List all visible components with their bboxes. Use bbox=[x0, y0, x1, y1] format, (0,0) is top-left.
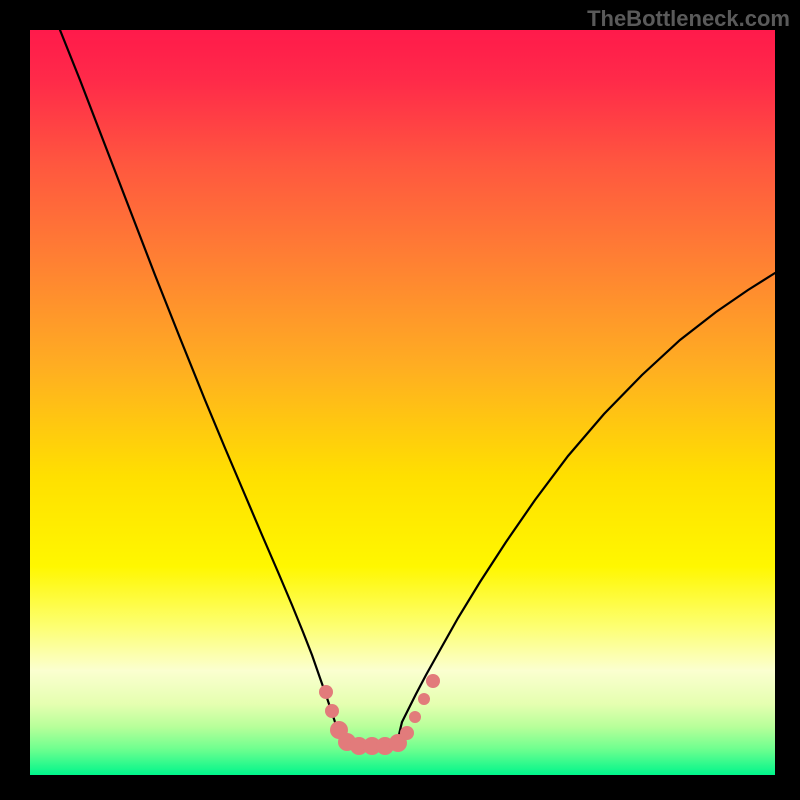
chart-container: TheBottleneck.com bbox=[0, 0, 800, 800]
watermark-text: TheBottleneck.com bbox=[587, 6, 790, 32]
data-marker bbox=[330, 721, 348, 739]
plot-background bbox=[30, 30, 775, 775]
bottleneck-chart bbox=[0, 0, 800, 800]
data-marker bbox=[325, 704, 339, 718]
marker-layer bbox=[319, 674, 440, 755]
curve-layer bbox=[60, 30, 775, 746]
data-marker bbox=[350, 737, 368, 755]
data-marker bbox=[376, 737, 394, 755]
data-marker bbox=[363, 737, 381, 755]
curve-left bbox=[60, 30, 335, 722]
curve-trough bbox=[335, 722, 402, 746]
data-marker bbox=[418, 693, 430, 705]
curve-right bbox=[402, 273, 775, 722]
data-marker bbox=[319, 685, 333, 699]
data-marker bbox=[426, 674, 440, 688]
data-marker bbox=[389, 734, 407, 752]
data-marker bbox=[409, 711, 421, 723]
data-marker bbox=[338, 733, 356, 751]
data-marker bbox=[400, 726, 414, 740]
